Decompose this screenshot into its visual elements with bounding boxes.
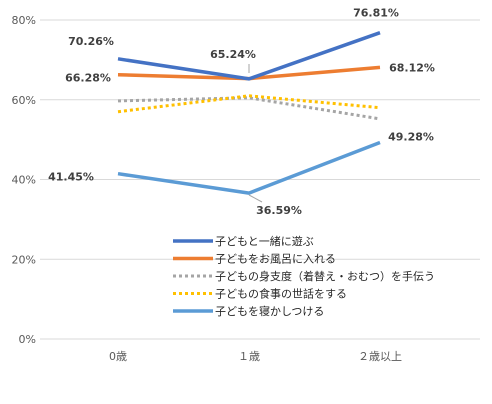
data-label: 76.81% xyxy=(353,7,399,20)
legend-label: 子どもと一緒に遊ぶ xyxy=(215,234,314,248)
series-line xyxy=(117,31,381,81)
x-tick-label: ２歳以上 xyxy=(358,350,402,363)
gridlines xyxy=(40,19,480,340)
legend: 子どもと一緒に遊ぶ子どもをお風呂に入れる子どもの身支度（着替え・おむつ）を手伝う… xyxy=(173,234,435,318)
y-tick-label: 0% xyxy=(19,333,36,346)
y-tick-label: 20% xyxy=(12,253,36,266)
data-label: 36.59% xyxy=(256,204,302,217)
y-tick-label: 80% xyxy=(12,14,36,27)
legend-label: 子どもの身支度（着替え・おむつ）を手伝う xyxy=(215,269,435,283)
y-axis-tick-labels: 0% 20% 40% 60% 80% xyxy=(12,14,36,346)
data-label: 41.45% xyxy=(48,171,94,184)
data-label: 70.26% xyxy=(68,35,114,48)
y-tick-label: 60% xyxy=(12,94,36,107)
label-leader-lines xyxy=(248,64,263,203)
x-tick-label: １歳 xyxy=(238,350,260,363)
legend-label: 子どもの食事の世話をする xyxy=(215,287,347,301)
series-line xyxy=(117,94,381,114)
series-line xyxy=(117,140,381,195)
y-tick-label: 40% xyxy=(12,174,36,187)
x-tick-label: 0歳 xyxy=(109,350,127,363)
data-label: 66.28% xyxy=(65,72,111,85)
x-axis-tick-labels: 0歳 １歳 ２歳以上 xyxy=(109,350,402,363)
series-lines xyxy=(117,31,381,195)
label-leader-line xyxy=(248,194,263,203)
data-label: 65.24% xyxy=(210,48,256,61)
data-label: 68.12% xyxy=(389,61,435,74)
data-labels: 70.26% 65.24% 76.81% 66.28% 68.12% 41.45% 36.5… xyxy=(48,7,435,217)
series-line xyxy=(117,96,381,121)
legend-label: 子どもを寝かしつける xyxy=(215,304,324,318)
data-label: 49.28% xyxy=(388,130,434,143)
legend-label: 子どもをお風呂に入れる xyxy=(215,253,336,266)
